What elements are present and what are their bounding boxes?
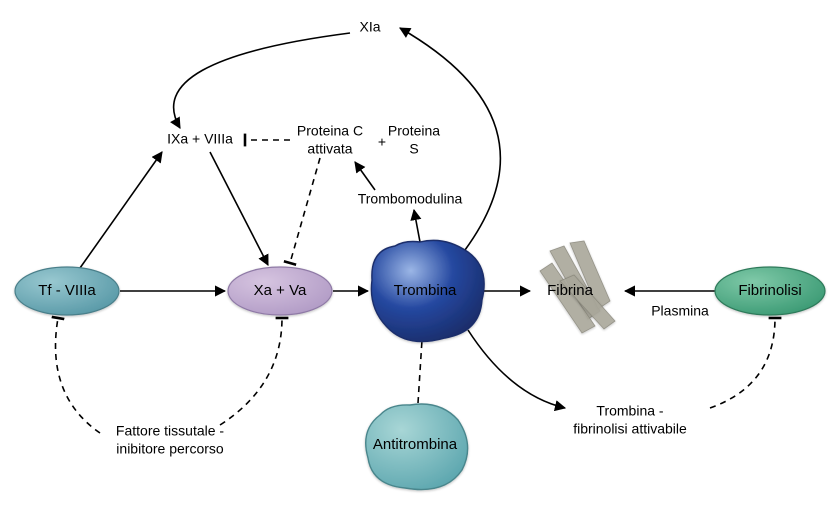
label-trombina: Trombina bbox=[394, 282, 457, 299]
edge-fattore_to_tf bbox=[56, 318, 100, 433]
label-fattore_tissutale-l2: inibitore percorso bbox=[116, 441, 224, 457]
label-trombomodulina: Trombomodulina bbox=[358, 191, 463, 207]
edge-tromb_to_tfa bbox=[468, 330, 565, 408]
edge-tfa_to_fibrinolisi bbox=[710, 318, 775, 408]
label-plus_sign: + bbox=[378, 134, 386, 150]
label-antitrombina: Antitrombina bbox=[373, 436, 458, 453]
label-xa_va: Xa + Va bbox=[254, 282, 307, 299]
edge-xia_to_ixa bbox=[174, 33, 350, 128]
edge-tf_to_ixa bbox=[80, 152, 162, 268]
label-fibrina: Fibrina bbox=[547, 282, 594, 299]
edge-protc_to_xa bbox=[290, 158, 320, 263]
edge-trombmod_to_protc bbox=[355, 162, 375, 190]
label-fattore_tissutale-l1: Fattore tissutale - bbox=[116, 423, 224, 439]
label-xia: XIa bbox=[359, 19, 380, 35]
label-trombina_fibrinolisi-l2: fibrinolisi attivabile bbox=[573, 421, 687, 437]
label-proteina_s-l1: Proteina bbox=[388, 123, 440, 139]
edge-anti_to_tromb bbox=[418, 340, 422, 403]
label-proteina_c-l2: attivata bbox=[307, 141, 352, 157]
label-fibrinolisi: Fibrinolisi bbox=[738, 282, 801, 299]
edge-tromb_to_trombmod bbox=[414, 210, 420, 242]
label-proteina_s-l2: S bbox=[409, 141, 418, 157]
label-proteina_c-l1: Proteina C bbox=[297, 123, 363, 139]
node-fibrina: Fibrina bbox=[540, 241, 615, 333]
label-plasmina: Plasmina bbox=[651, 303, 709, 319]
label-trombina_fibrinolisi-l1: Trombina - bbox=[596, 403, 664, 419]
label-tf_viiia: Tf - VIIIa bbox=[38, 282, 96, 299]
edge-ixa_to_xa bbox=[210, 152, 268, 265]
edge-fattore_to_xa bbox=[220, 318, 282, 425]
label-ixa_viiia: IXa + VIIIa bbox=[167, 131, 233, 147]
